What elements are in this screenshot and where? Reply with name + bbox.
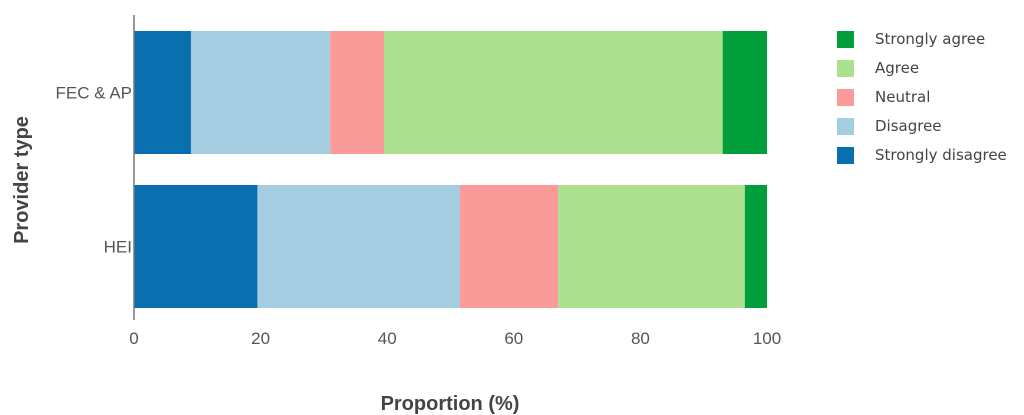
bar-segment-disagree-1 — [257, 185, 460, 308]
legend-label: Strongly agree — [875, 30, 985, 48]
bar-segment-agree-0 — [384, 31, 723, 154]
y-axis-title: Provider type — [11, 116, 33, 244]
bars-layer — [134, 31, 767, 308]
bar-segment-strongly-disagree-0 — [134, 31, 191, 154]
x-tick-label: 80 — [631, 329, 650, 348]
bar-segment-strongly-agree-1 — [744, 185, 767, 308]
legend-swatch — [837, 147, 854, 164]
legend-swatch — [837, 31, 854, 48]
legend-label: Strongly disagree — [875, 146, 1007, 164]
category-label: HEI — [104, 238, 132, 257]
bar-segment-strongly-disagree-1 — [134, 185, 258, 308]
bar-segment-agree-1 — [558, 185, 745, 308]
category-labels: FEC & AP HEI — [55, 84, 132, 257]
x-axis-title: Proportion (%) — [381, 393, 520, 415]
legend-label: Agree — [875, 59, 919, 77]
x-tick-label: 60 — [504, 329, 523, 348]
x-tick-label: 100 — [753, 329, 781, 348]
x-tick-label: 20 — [251, 329, 270, 348]
legend-swatch — [837, 60, 854, 77]
bar-segment-disagree-0 — [190, 31, 331, 154]
legend: Strongly agree Agree Neutral Disagree Strong… — [837, 30, 1007, 164]
x-tick-label: 0 — [129, 329, 138, 348]
bar-segment-neutral-1 — [459, 185, 559, 308]
bar-segment-strongly-agree-0 — [722, 31, 767, 154]
legend-swatch — [837, 118, 854, 135]
legend-label: Disagree — [875, 117, 942, 135]
x-axis-ticks: 0 20 40 60 80 100 — [129, 329, 781, 348]
bar-segment-neutral-0 — [330, 31, 385, 154]
category-label: FEC & AP — [55, 84, 132, 103]
legend-swatch — [837, 89, 854, 106]
legend-label: Neutral — [875, 88, 930, 106]
x-tick-label: 40 — [378, 329, 397, 348]
